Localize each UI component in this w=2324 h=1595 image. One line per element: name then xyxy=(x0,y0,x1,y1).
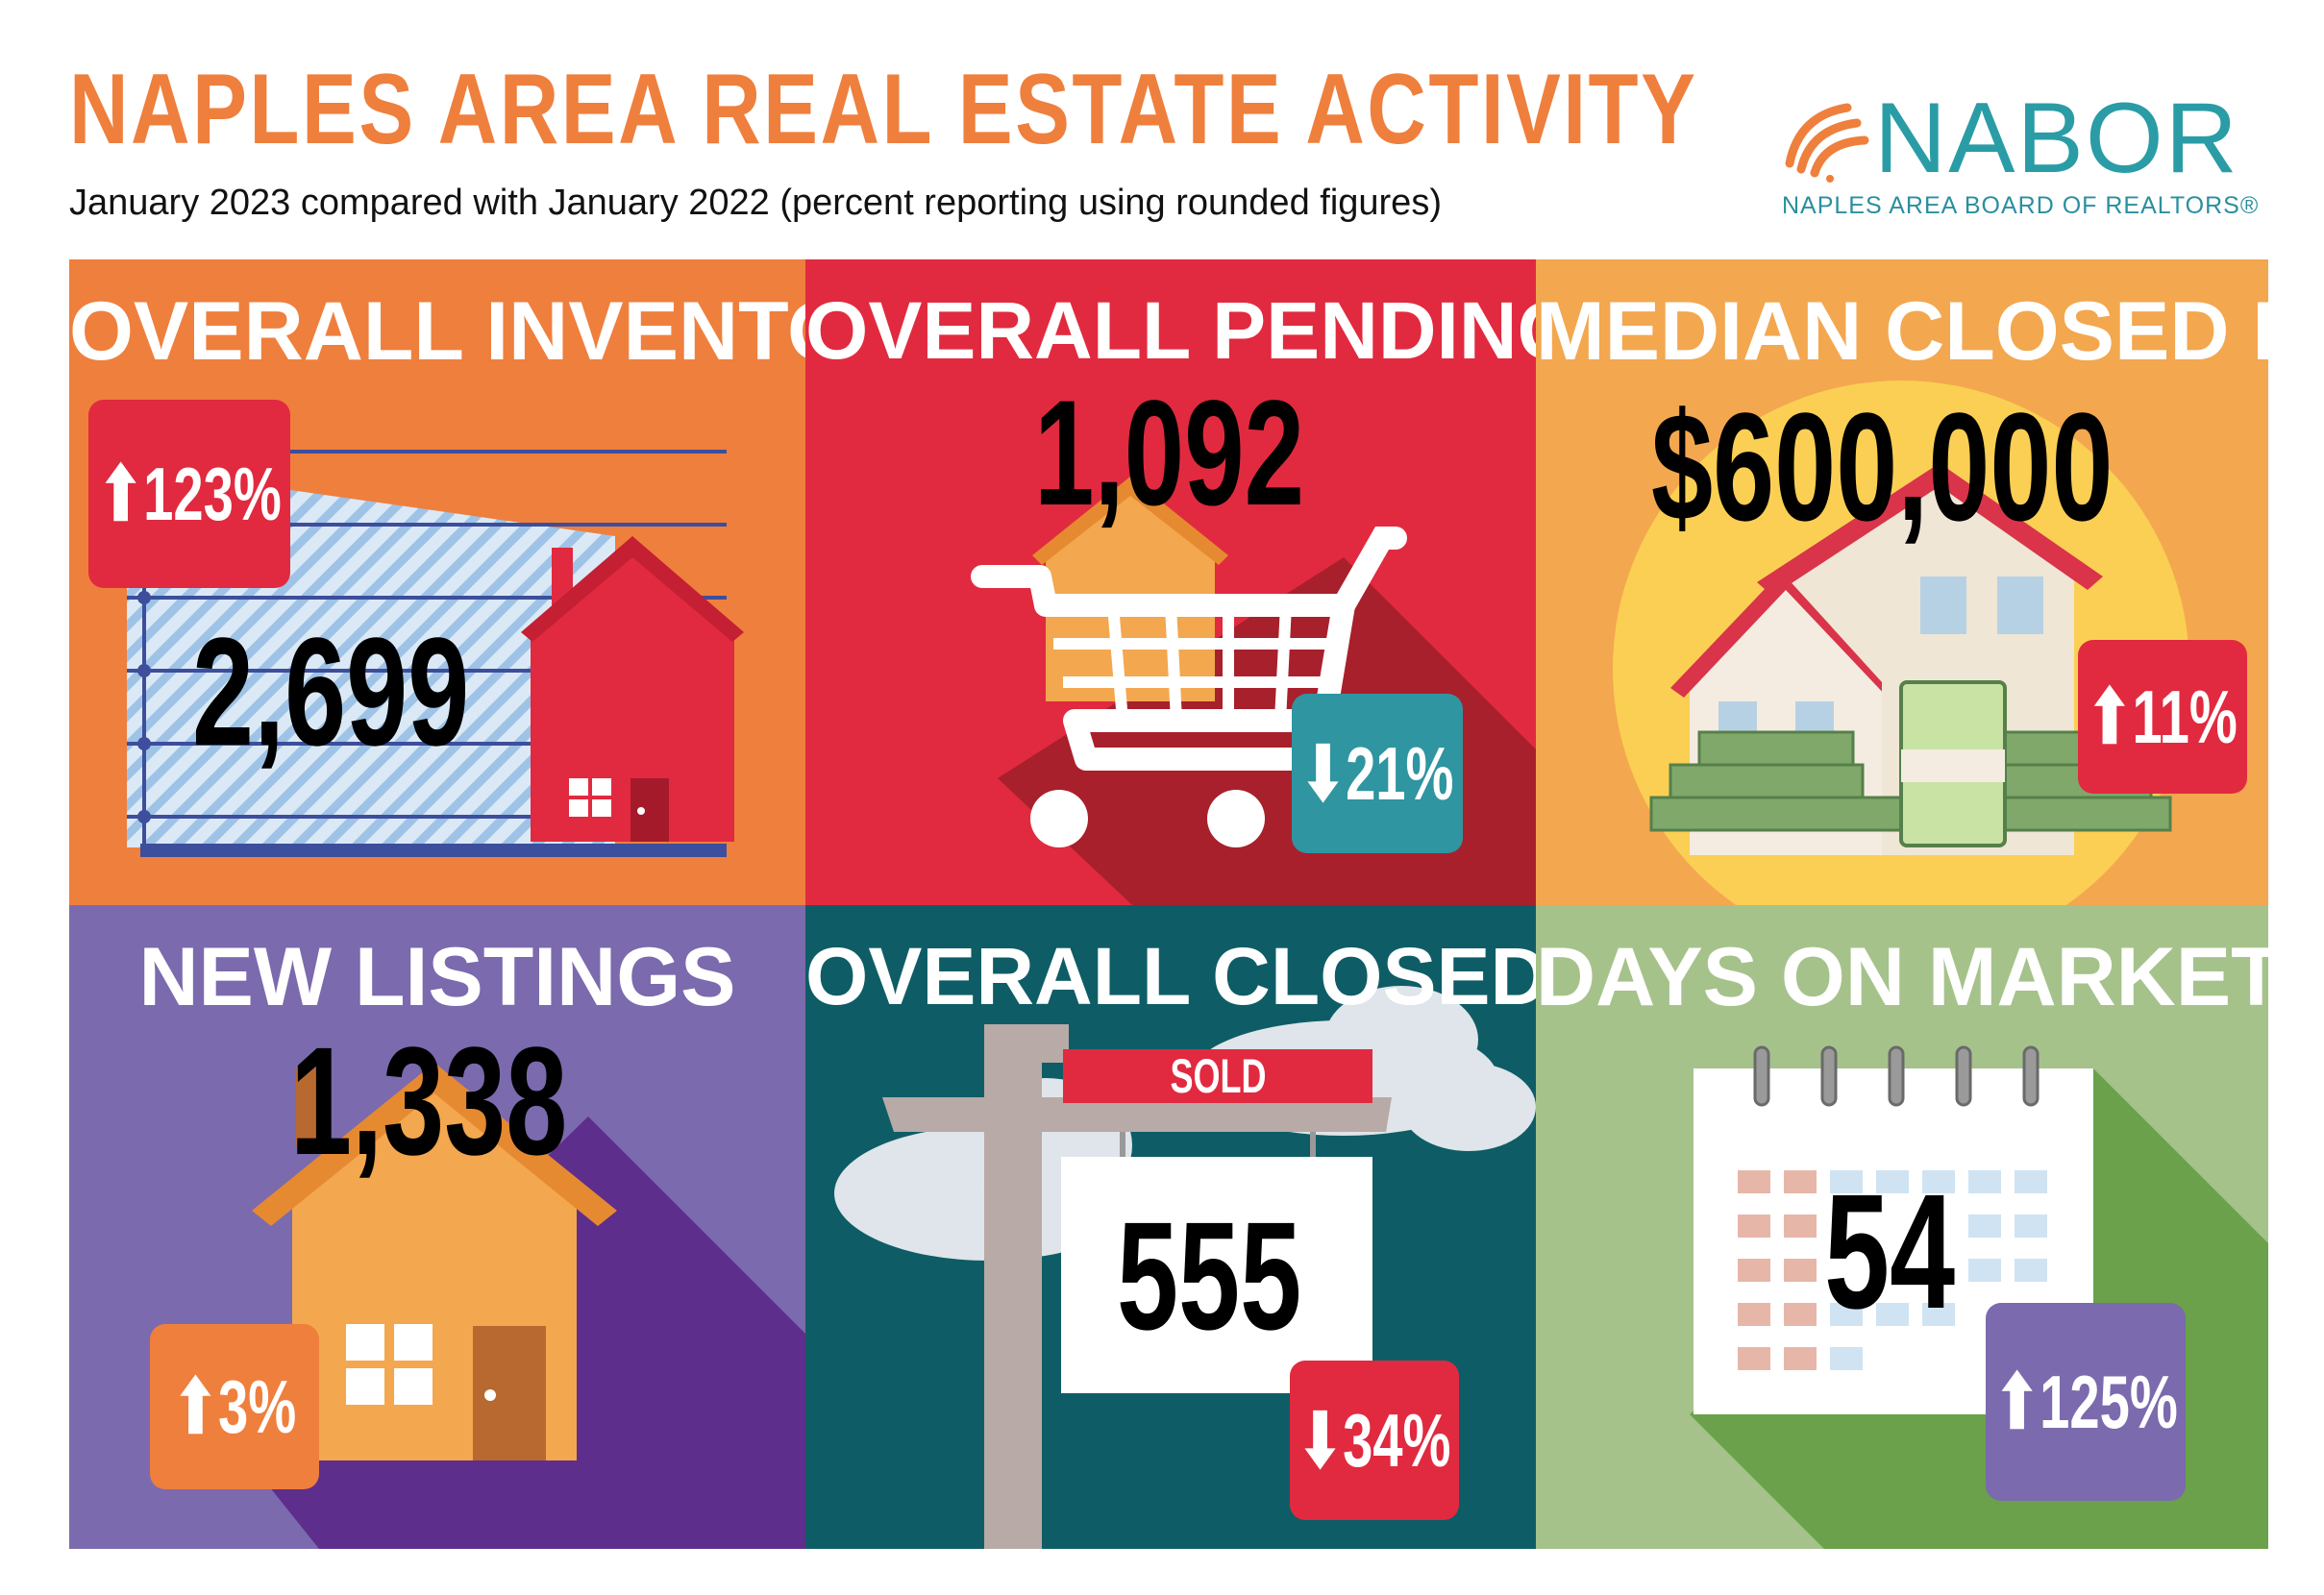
arrow-down-icon: ⬇ xyxy=(1300,730,1347,816)
panel-title: NEW LISTINGS xyxy=(138,931,736,1023)
arrow-up-icon: ⬆ xyxy=(2087,674,2133,759)
inventory-change-badge: ⬆123% xyxy=(88,400,290,588)
panel-new-listings: NEW LISTINGS 1,338 ⬆3% xyxy=(69,905,805,1549)
pending-change-badge: ⬇21% xyxy=(1292,694,1463,853)
listings-value: 1,338 xyxy=(290,1015,568,1187)
panel-title: OVERALL INVENTORY xyxy=(69,285,805,378)
house-icon xyxy=(242,1063,805,1549)
panel-days-on-market: DAYS ON MARKET 54 ⬆125% xyxy=(1536,905,2268,1549)
arrow-down-icon: ⬇ xyxy=(1298,1397,1344,1483)
logo-wordmark: NABOR xyxy=(1874,83,2239,194)
panel-title: OVERALL PENDING SALES xyxy=(805,285,1536,376)
panel-title: DAYS ON MARKET xyxy=(1536,931,2268,1023)
median-change-badge: ⬆11% xyxy=(2078,640,2247,794)
panel-title: MEDIAN CLOSED PRICE xyxy=(1536,285,2268,378)
panel-overall-inventory: OVERALL INVENTORY 2,699 ⬆123% xyxy=(69,259,805,905)
arrow-up-icon: ⬆ xyxy=(172,1363,218,1449)
page-title: NAPLES AREA REAL ESTATE ACTIVITY xyxy=(69,54,1698,165)
panel-overall-pending-sales: OVERALL PENDING SALES 1,092 ⬇21% xyxy=(805,259,1536,905)
pending-value: 1,092 xyxy=(1034,370,1305,537)
page-subtitle: January 2023 compared with January 2022 … xyxy=(69,183,1442,223)
arrow-up-icon: ⬆ xyxy=(1993,1359,2040,1444)
days-change-badge: ⬆125% xyxy=(1986,1303,2186,1501)
panel-title: OVERALL CLOSED SALES xyxy=(805,931,1536,1021)
inventory-value: 2,699 xyxy=(192,605,470,777)
sold-sign-label: SOLD xyxy=(1169,1049,1267,1103)
shell-icon xyxy=(1785,103,1869,183)
median-value: $600,000 xyxy=(1651,380,2114,552)
panel-overall-closed-sales: OVERALL CLOSED SALES SOLD 555 ⬇34% xyxy=(805,905,1536,1549)
logo-tagline: NAPLES AREA BOARD OF REALTORS® xyxy=(1782,192,2260,219)
sold-sign-icon xyxy=(834,986,1536,1549)
closed-change-badge: ⬇34% xyxy=(1290,1361,1459,1520)
days-value: 54 xyxy=(1824,1161,1956,1343)
panel-median-closed-price: MEDIAN CLOSED PRICE $600,000 ⬆11% xyxy=(1536,259,2268,905)
listings-change-badge: ⬆3% xyxy=(150,1324,319,1489)
arrow-up-icon: ⬆ xyxy=(97,451,143,536)
closed-value: 555 xyxy=(1117,1190,1302,1362)
